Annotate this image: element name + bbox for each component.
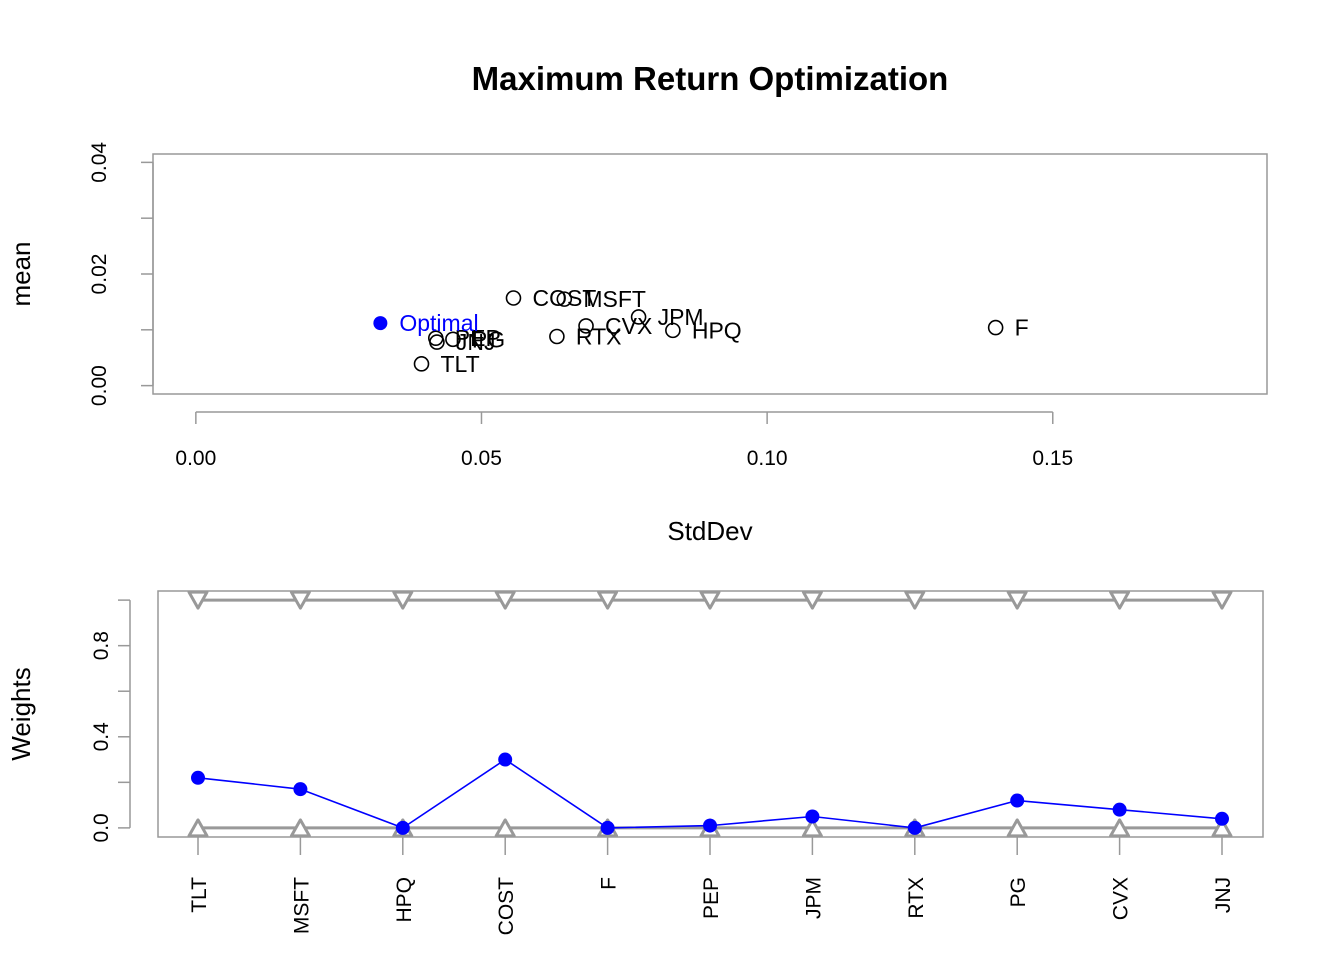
asset-label-jpm: JPM xyxy=(658,304,704,330)
asset-point-cvx xyxy=(578,318,594,334)
weight-point-cost xyxy=(498,752,513,767)
weight-constraints xyxy=(187,590,1233,838)
weights-series xyxy=(191,752,1229,835)
asset-label-tlt: TLT xyxy=(441,351,480,377)
category-label-hpq: HPQ xyxy=(393,877,416,923)
upper-bound-marker xyxy=(904,590,926,610)
upper-bound-marker xyxy=(699,590,721,610)
weight-point-jnj xyxy=(1215,811,1229,826)
weight-point-pep xyxy=(703,818,717,833)
asset-label-cvx: CVX xyxy=(605,313,652,339)
category-label-pep: PEP xyxy=(700,877,723,919)
weights-y-tick-label: 0.8 xyxy=(90,631,113,660)
category-label-jnj: JNJ xyxy=(1212,877,1235,913)
asset-point-rtx xyxy=(549,328,565,345)
lower-bound-marker xyxy=(801,818,823,838)
category-label-msft: MSFT xyxy=(290,877,313,934)
optimal-point xyxy=(373,316,388,331)
asset-point-f xyxy=(987,319,1004,336)
weights-y-tick-label: 0.0 xyxy=(90,813,113,842)
weights-line xyxy=(197,758,1223,829)
weight-point-tlt xyxy=(191,770,205,785)
weight-point-pg xyxy=(1010,793,1025,808)
category-label-f: F xyxy=(598,877,621,890)
risk-return-panel: 0.00 0.05 0.10 0.15 0.00 0.02 0.04 TLT MSFT HPQ… xyxy=(6,142,1268,546)
weights-x-axis: TLT MSFT HPQ COST F PEP JPM RTX PG CVX JNJ xyxy=(188,837,1235,935)
x-tick-label: 0.05 xyxy=(461,447,502,470)
lower-bound-marker xyxy=(1211,818,1233,838)
asset-point-hpq xyxy=(665,322,681,339)
category-label-cvx: CVX xyxy=(1110,877,1133,920)
upper-bound-marker xyxy=(187,590,209,610)
weight-point-msft xyxy=(293,782,308,797)
asset-label-pep: PEP xyxy=(455,325,501,351)
asset-point-jpm xyxy=(630,309,647,325)
upper-bound-marker xyxy=(289,590,311,610)
x-tick-label: 0.00 xyxy=(175,447,216,470)
weight-point-f xyxy=(600,820,615,835)
asset-label-rtx: RTX xyxy=(576,324,622,350)
category-label-pg: PG xyxy=(1007,877,1030,907)
top-plot-box xyxy=(152,153,1268,395)
weight-point-jpm xyxy=(805,809,820,824)
upper-bound-marker xyxy=(1006,590,1028,610)
x-tick-label: 0.10 xyxy=(747,447,788,470)
weight-point-hpq xyxy=(395,820,410,835)
upper-bound-marker xyxy=(597,590,619,610)
y-tick-label: 0.02 xyxy=(88,254,111,295)
category-label-cost: COST xyxy=(495,877,518,936)
weights-panel: 0.0 0.4 0.8 TLT MSFT HPQ COST F PEP JPM RTX PG CVX J… xyxy=(6,590,1264,935)
lower-bound-marker xyxy=(1006,818,1028,838)
lower-bound-marker xyxy=(289,818,311,838)
weights-y-tick-label: 0.4 xyxy=(90,722,113,752)
optimal-label: Optimal xyxy=(399,310,478,336)
asset-point-cost xyxy=(505,290,522,306)
asset-point-jnj xyxy=(429,334,445,350)
asset-label-msft: MSFT xyxy=(583,286,646,312)
asset-point-pg xyxy=(445,331,461,348)
weight-point-cvx xyxy=(1112,802,1127,817)
upper-bound-marker xyxy=(392,590,414,610)
asset-label-hpq: HPQ xyxy=(692,317,742,343)
category-label-tlt: TLT xyxy=(188,877,211,913)
upper-bound-marker xyxy=(1211,590,1233,610)
y-tick-label: 0.00 xyxy=(88,365,111,406)
y-axis-label: mean xyxy=(6,241,36,306)
asset-label-cost: COST xyxy=(532,285,596,311)
asset-point-tlt xyxy=(413,356,430,372)
y-tick-label: 0.04 xyxy=(88,142,111,183)
lower-bound-marker xyxy=(494,818,516,838)
weights-axis-label: Weights xyxy=(6,667,36,760)
upper-bound-marker xyxy=(801,590,823,610)
x-axis: 0.00 0.05 0.10 0.15 xyxy=(175,411,1073,470)
asset-label-jnj: JNJ xyxy=(456,329,496,355)
lower-bound-marker xyxy=(1109,818,1131,838)
weight-point-rtx xyxy=(907,820,922,835)
x-axis-label: StdDev xyxy=(667,516,752,546)
asset-label-pg: PG xyxy=(472,326,505,352)
x-tick-label: 0.15 xyxy=(1032,447,1073,470)
weights-y-axis: 0.0 0.4 0.8 xyxy=(90,599,131,842)
upper-bound-marker xyxy=(494,590,516,610)
lower-bound-marker xyxy=(187,818,209,838)
category-label-jpm: JPM xyxy=(802,877,825,919)
category-label-rtx: RTX xyxy=(905,877,928,919)
asset-point-msft xyxy=(556,291,573,307)
upper-bound-marker xyxy=(1109,590,1131,610)
chart-title: Maximum Return Optimization xyxy=(472,60,949,97)
bottom-plot-box xyxy=(157,590,1264,838)
asset-label-f: F xyxy=(1015,315,1029,341)
y-axis: 0.00 0.02 0.04 xyxy=(88,142,154,406)
